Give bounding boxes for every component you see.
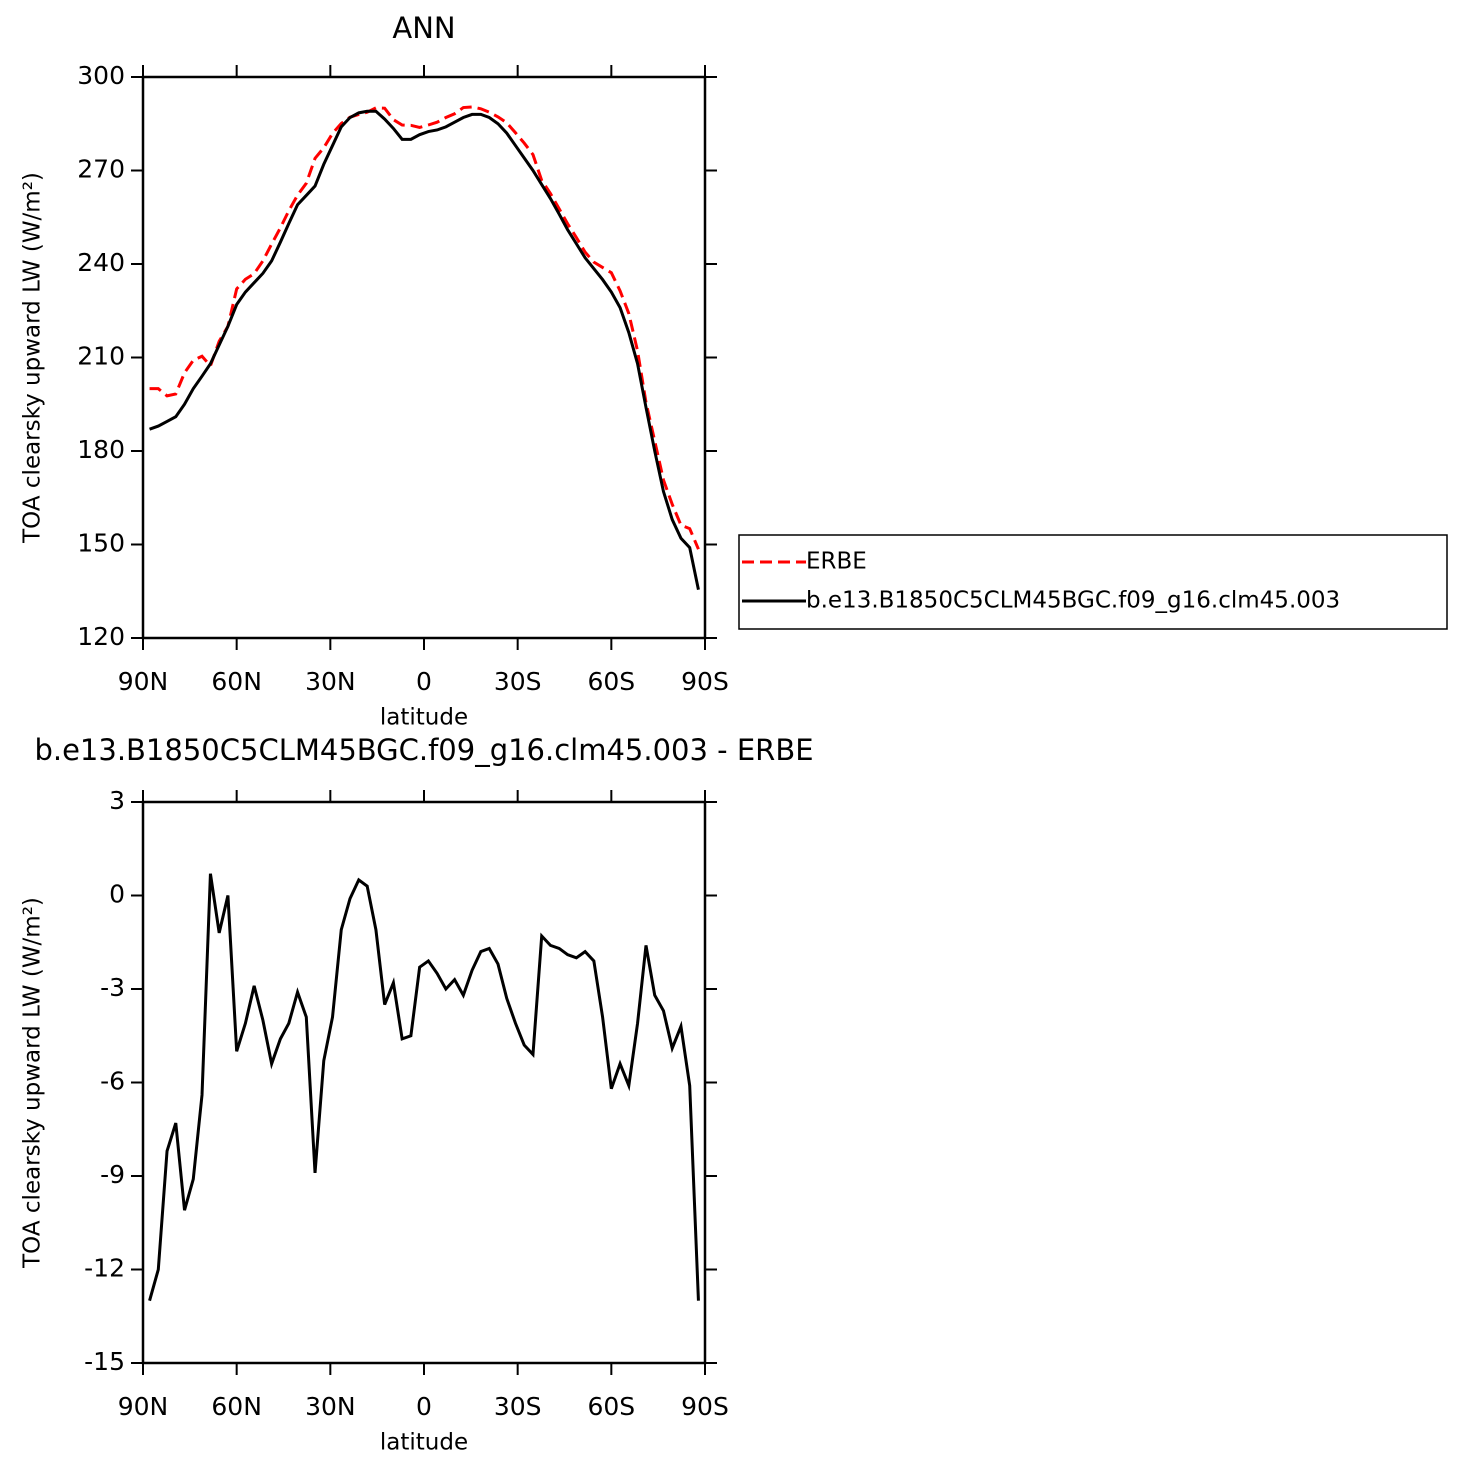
plot-frame bbox=[141, 800, 707, 1365]
legend-box bbox=[738, 534, 1448, 630]
y-tick-label: 210 bbox=[77, 342, 125, 371]
legend-label: b.e13.B1850C5CLM45BGC.f09_g16.clm45.003 bbox=[806, 588, 1340, 614]
data-line bbox=[148, 873, 700, 1302]
x-tick-label: 90N bbox=[118, 667, 169, 696]
x-axis-label: latitude bbox=[380, 1430, 468, 1456]
x-tick-label: 90S bbox=[681, 1392, 729, 1421]
chart-title: b.e13.B1850C5CLM45BGC.f09_g16.clm45.003 … bbox=[34, 733, 813, 767]
x-tick-label: 60N bbox=[211, 667, 262, 696]
y-tick-label: -12 bbox=[84, 1254, 125, 1283]
y-tick-label: 240 bbox=[77, 248, 125, 277]
legend-label: ERBE bbox=[806, 549, 867, 575]
x-tick-label: 30S bbox=[494, 1392, 542, 1421]
y-tick-label: 150 bbox=[77, 529, 125, 558]
chart-title: ANN bbox=[392, 11, 455, 45]
x-tick-label: 0 bbox=[416, 1392, 432, 1421]
x-tick-label: 30N bbox=[305, 667, 356, 696]
data-line bbox=[149, 105, 700, 550]
y-tick-label: -3 bbox=[100, 973, 125, 1002]
y-tick-label: 3 bbox=[109, 786, 125, 815]
x-tick-label: 60N bbox=[211, 1392, 262, 1421]
y-tick-label: 270 bbox=[77, 155, 125, 184]
y-tick-label: -15 bbox=[84, 1347, 125, 1376]
x-tick-label: 60S bbox=[587, 1392, 635, 1421]
x-tick-label: 30N bbox=[305, 1392, 356, 1421]
y-axis-label: TOA clearsky upward LW (W/m²) bbox=[20, 897, 46, 1269]
x-tick-label: 0 bbox=[416, 667, 432, 696]
y-tick-label: -9 bbox=[100, 1160, 125, 1189]
y-tick-label: 120 bbox=[77, 622, 125, 651]
y-tick-label: 180 bbox=[77, 435, 125, 464]
y-tick-label: 300 bbox=[77, 61, 125, 90]
y-axis-label: TOA clearsky upward LW (W/m²) bbox=[20, 172, 46, 544]
y-tick-label: -6 bbox=[100, 1067, 125, 1096]
x-tick-label: 30S bbox=[494, 667, 542, 696]
x-tick-label: 90N bbox=[118, 1392, 169, 1421]
data-line bbox=[149, 109, 700, 590]
x-tick-label: 60S bbox=[587, 667, 635, 696]
plot-frame bbox=[141, 75, 707, 640]
x-tick-label: 90S bbox=[681, 667, 729, 696]
y-tick-label: 0 bbox=[109, 880, 125, 909]
x-axis-label: latitude bbox=[380, 705, 468, 731]
